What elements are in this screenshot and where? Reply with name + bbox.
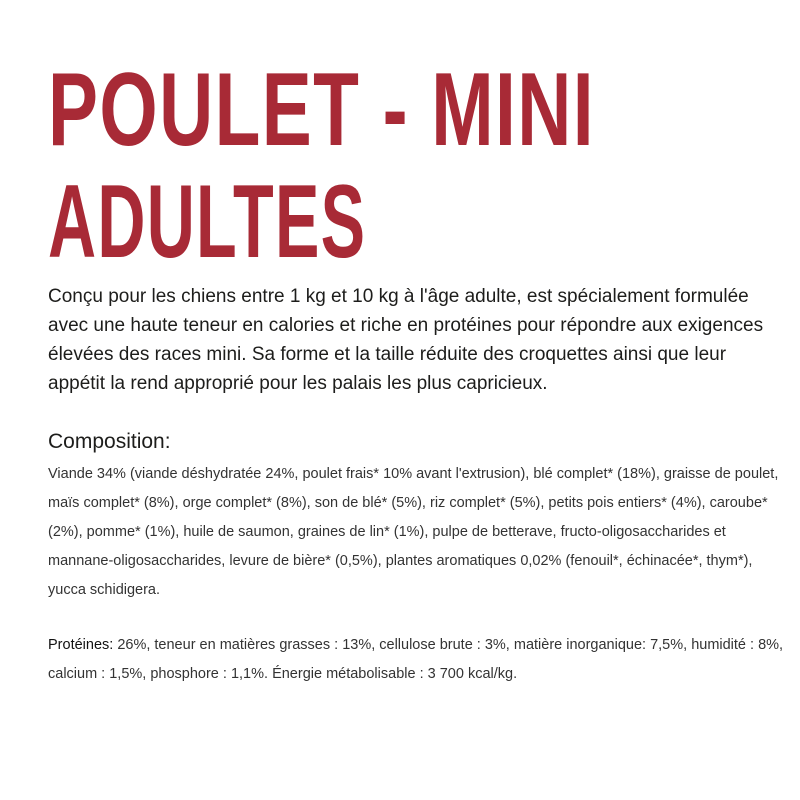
- product-title-line-2: ADULTES: [48, 164, 367, 280]
- nutrients-section: Protéines: 26%, teneur en matières grass…: [48, 631, 788, 688]
- composition-text: Viande 34% (viande déshydratée 24%, poul…: [48, 466, 779, 598]
- nutrients-text: 26%, teneur en matières grasses : 13%, c…: [48, 637, 784, 682]
- product-description: Conçu pour les chiens entre 1 kg et 10 k…: [48, 286, 764, 394]
- nutrients-label: Protéines:: [48, 637, 114, 653]
- product-sheet: POULET - MINI ADULTES Conçu pour les chi…: [48, 52, 788, 688]
- product-title-line-1: POULET - MINI: [48, 52, 596, 168]
- composition-heading: Composition:: [48, 430, 171, 453]
